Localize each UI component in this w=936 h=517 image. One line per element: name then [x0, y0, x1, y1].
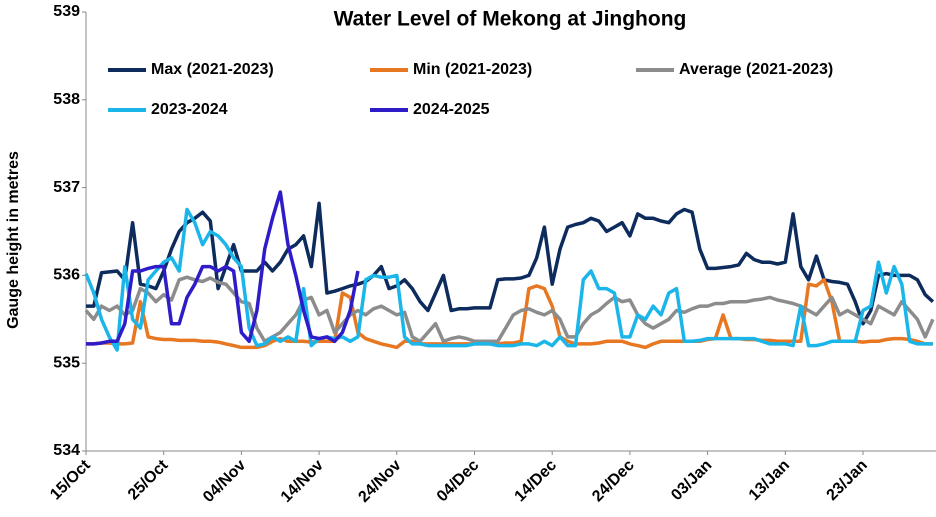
x-tick-label: 23/Jan: [824, 457, 871, 504]
legend-label: 2023-2024: [151, 101, 228, 118]
y-axis-label: Gauge height in metres: [5, 151, 22, 329]
y-tick-label: 534: [53, 442, 80, 459]
series-line: [84, 207, 933, 352]
x-tick-label: 04/Dec: [434, 457, 483, 506]
y-tick-label: 536: [53, 267, 80, 284]
y-tick-label: 537: [53, 179, 80, 196]
x-tick-label: 25/Oct: [125, 456, 172, 503]
x-tick-label: 14/Dec: [512, 457, 561, 506]
legend-label: 2024-2025: [413, 101, 490, 118]
x-tick-label: 13/Jan: [746, 457, 793, 504]
x-tick-label: 03/Jan: [668, 457, 715, 504]
series-line: [86, 190, 360, 346]
y-tick-label: 538: [53, 91, 80, 108]
legend-label: Max (2021-2023): [151, 61, 274, 78]
x-tick-label: 04/Nov: [200, 457, 249, 506]
x-tick-label: 24/Nov: [355, 457, 404, 506]
y-tick-label: 539: [53, 3, 80, 20]
legend-label: Min (2021-2023): [413, 61, 532, 78]
y-tick-label: 535: [53, 354, 80, 371]
x-tick-label: 15/Oct: [47, 456, 94, 503]
chart-title: Water Level of Mekong at Jinghong: [334, 8, 687, 31]
series-line: [86, 201, 935, 326]
legend-label: Average (2021-2023): [679, 61, 833, 78]
x-tick-label: 24/Dec: [589, 457, 638, 506]
x-tick-label: 14/Nov: [278, 457, 327, 506]
series-line: [86, 278, 933, 350]
series-line: [84, 275, 935, 344]
